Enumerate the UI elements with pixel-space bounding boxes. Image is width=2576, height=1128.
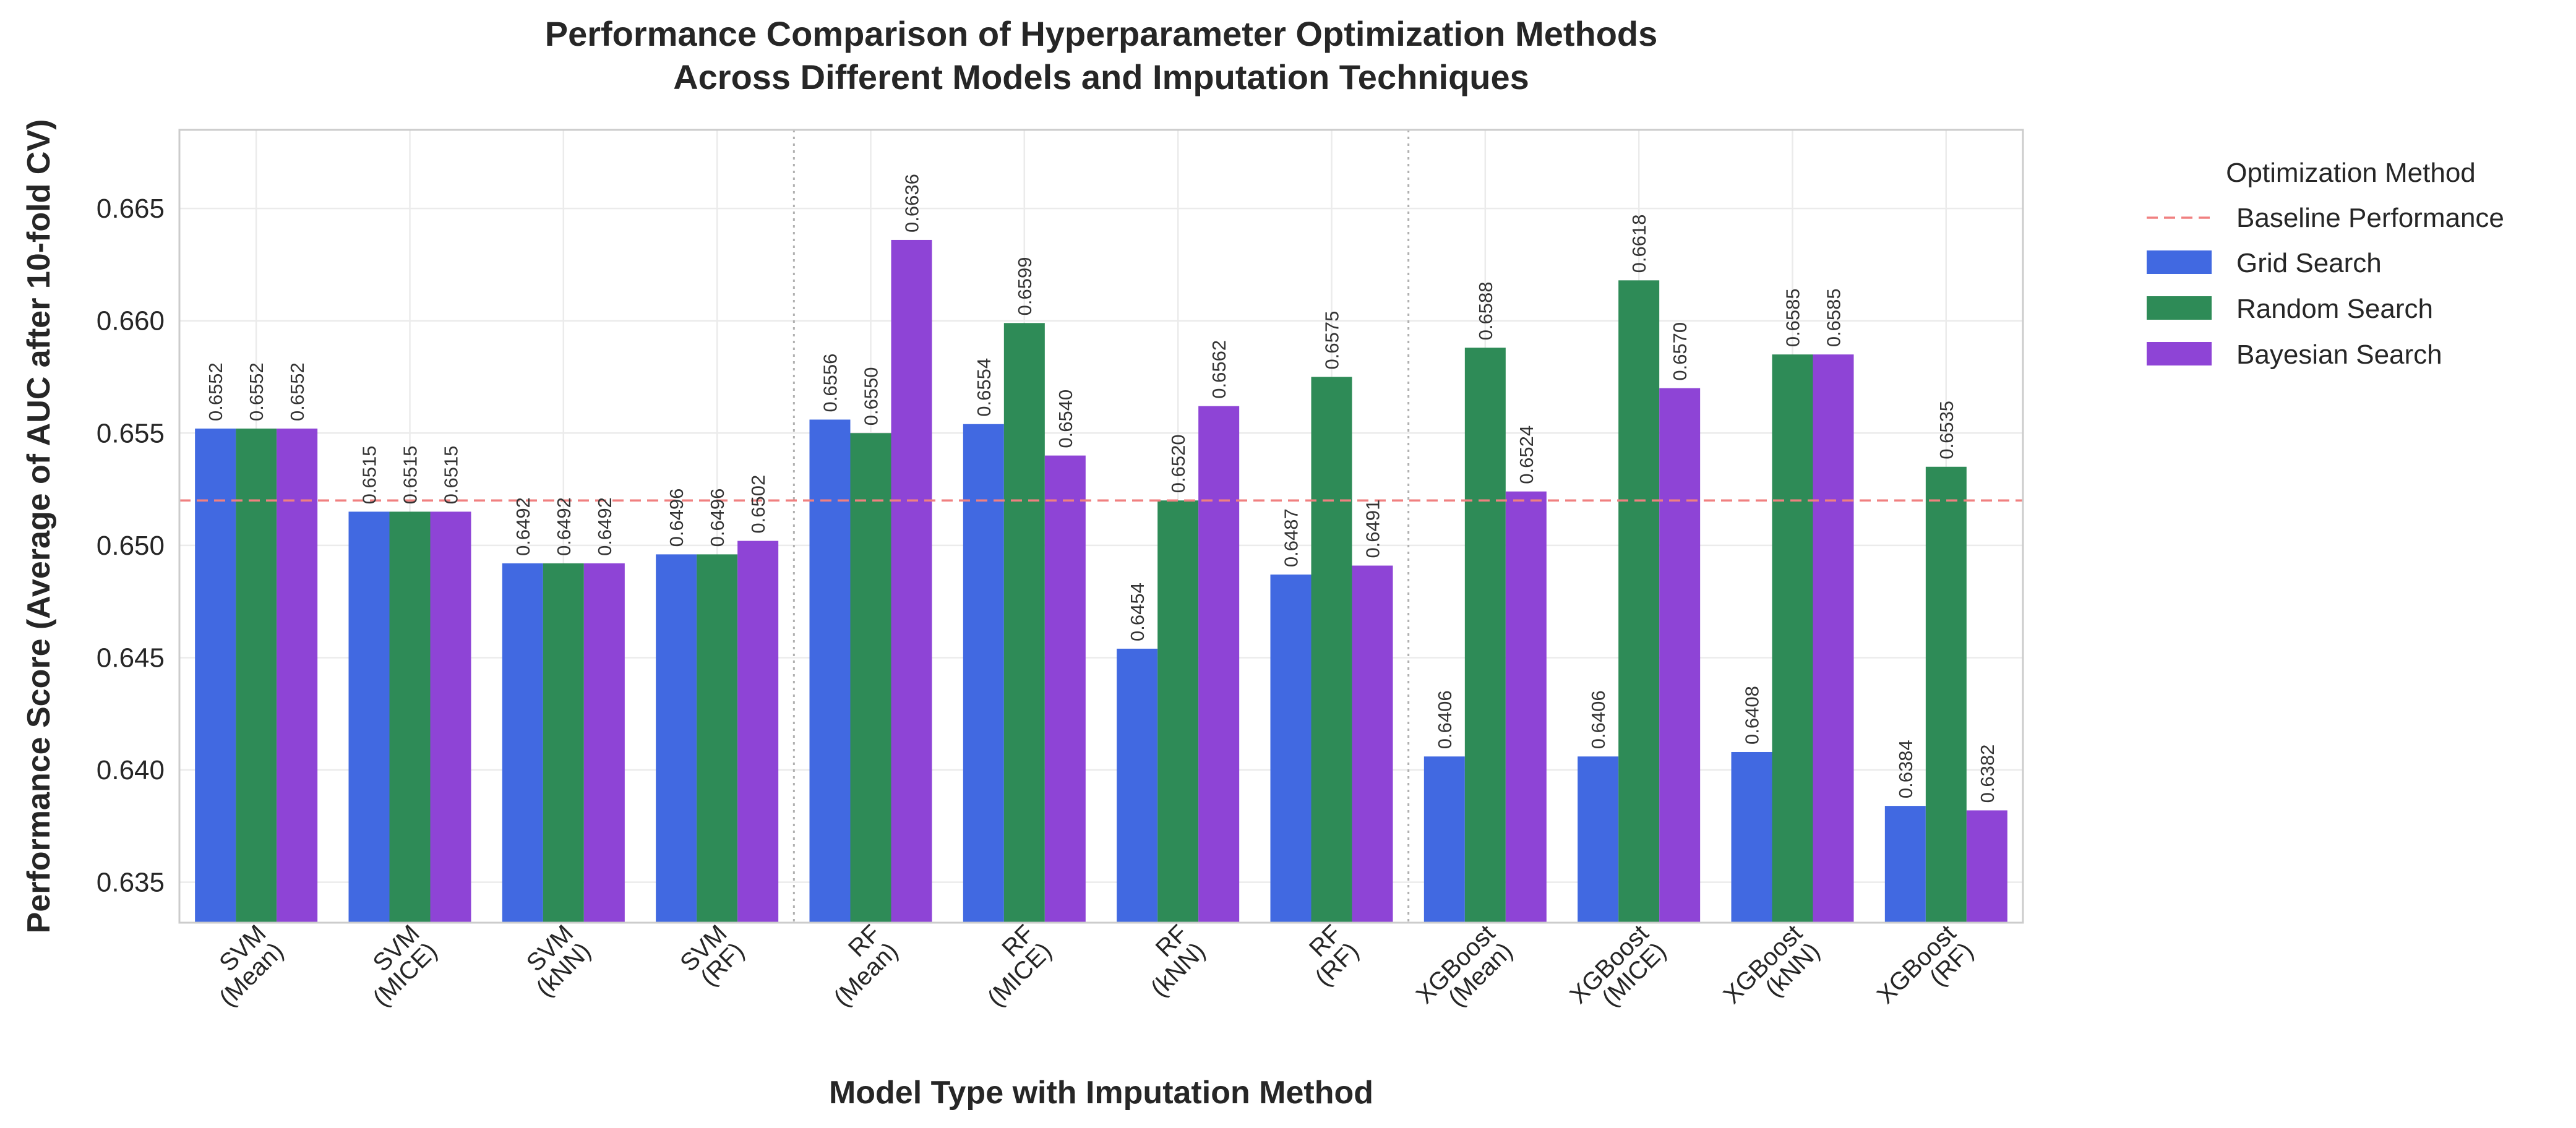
bar-random-search bbox=[1157, 500, 1199, 923]
value-label-random-search: 0.6552 bbox=[246, 362, 267, 421]
bar-bayesian-search bbox=[737, 540, 779, 923]
bar-grid-search bbox=[1270, 575, 1312, 923]
bar-random-search bbox=[236, 429, 277, 923]
group-separators bbox=[792, 130, 1410, 923]
value-label-bayesian-search: 0.6492 bbox=[594, 497, 616, 556]
bar-grid-search bbox=[1578, 756, 1619, 923]
value-label-random-search: 0.6496 bbox=[706, 489, 728, 547]
value-label-random-search: 0.6492 bbox=[553, 497, 575, 556]
value-label-grid-search: 0.6487 bbox=[1281, 508, 1302, 567]
value-label-grid-search: 0.6384 bbox=[1895, 740, 1917, 798]
bar-grid-search bbox=[1423, 756, 1465, 923]
bar-grid-search bbox=[963, 424, 1004, 923]
y-tick-label: 0.655 bbox=[97, 418, 165, 448]
value-label-bayesian-search: 0.6585 bbox=[1823, 288, 1845, 347]
y-tick-label: 0.665 bbox=[97, 194, 165, 224]
bar-bayesian-search bbox=[891, 239, 932, 923]
legend-label-grid-search: Grid Search bbox=[2236, 248, 2382, 278]
value-label-random-search: 0.6535 bbox=[1936, 401, 1957, 459]
bar-grid-search bbox=[1884, 806, 1926, 923]
bar-random-search bbox=[1464, 348, 1506, 923]
legend-label-random-search: Random Search bbox=[2236, 294, 2433, 324]
bar-random-search bbox=[389, 511, 431, 923]
value-label-grid-search: 0.6408 bbox=[1741, 686, 1763, 745]
value-label-random-search: 0.6618 bbox=[1628, 214, 1650, 273]
value-label-grid-search: 0.6556 bbox=[820, 354, 841, 412]
bar-random-search bbox=[697, 554, 738, 923]
value-label-random-search: 0.6585 bbox=[1782, 288, 1804, 347]
value-label-grid-search: 0.6492 bbox=[512, 497, 534, 556]
y-axis-ticks: 0.635 0.640 0.645 0.650 0.655 0.660 0.665 bbox=[97, 194, 165, 898]
value-label-random-search: 0.6520 bbox=[1167, 434, 1189, 493]
value-labels: 0.6552 0.6552 0.6552 0.6515 0.6515 0.6515 0.64… bbox=[205, 174, 1998, 803]
value-label-bayesian-search: 0.6636 bbox=[901, 174, 923, 233]
value-label-grid-search: 0.6406 bbox=[1587, 690, 1609, 749]
value-label-grid-search: 0.6552 bbox=[205, 362, 226, 421]
value-label-random-search: 0.6550 bbox=[861, 367, 882, 425]
value-label-random-search: 0.6515 bbox=[400, 446, 421, 505]
bar-grid-search bbox=[502, 563, 543, 923]
legend: Optimization Method Baseline Performance… bbox=[2147, 158, 2504, 370]
bars bbox=[195, 239, 2007, 923]
bar-random-search bbox=[1003, 323, 1045, 923]
value-label-random-search: 0.6588 bbox=[1475, 281, 1496, 340]
value-label-bayesian-search: 0.6524 bbox=[1516, 425, 1537, 484]
legend-random-search-swatch bbox=[2147, 296, 2212, 320]
bar-grid-search bbox=[348, 511, 390, 923]
value-label-grid-search: 0.6515 bbox=[359, 446, 380, 505]
bar-bayesian-search bbox=[1505, 491, 1547, 923]
bar-grid-search bbox=[656, 554, 697, 923]
bar-random-search bbox=[1311, 377, 1352, 923]
legend-bayesian-search-swatch bbox=[2147, 342, 2212, 365]
bar-bayesian-search bbox=[1044, 455, 1086, 923]
bar-bayesian-search bbox=[1813, 354, 1854, 923]
bar-grid-search bbox=[1731, 751, 1772, 923]
bar-bayesian-search bbox=[277, 429, 318, 923]
bar-bayesian-search bbox=[1659, 388, 1701, 923]
chart-title-line-2: Across Different Models and Imputation T… bbox=[673, 58, 1529, 96]
plot-area-frame bbox=[178, 129, 2024, 924]
legend-title: Optimization Method bbox=[2226, 158, 2476, 188]
y-axis-title: Performance Score (Average of AUC after … bbox=[21, 119, 57, 934]
bar-grid-search bbox=[195, 429, 236, 923]
y-tick-label: 0.635 bbox=[97, 868, 165, 898]
bar-bayesian-search bbox=[430, 511, 471, 923]
value-label-bayesian-search: 0.6382 bbox=[1977, 745, 1998, 803]
value-label-bayesian-search: 0.6515 bbox=[440, 446, 462, 505]
value-label-bayesian-search: 0.6552 bbox=[286, 362, 308, 421]
value-label-grid-search: 0.6454 bbox=[1127, 583, 1148, 641]
legend-label-baseline: Baseline Performance bbox=[2236, 203, 2504, 233]
value-label-random-search: 0.6599 bbox=[1014, 257, 1036, 316]
bar-grid-search bbox=[1117, 648, 1158, 923]
value-label-grid-search: 0.6496 bbox=[666, 489, 687, 547]
value-label-grid-search: 0.6554 bbox=[973, 358, 995, 417]
bar-bayesian-search bbox=[1352, 565, 1393, 923]
legend-grid-search-swatch bbox=[2147, 250, 2212, 274]
bar-random-search bbox=[1618, 280, 1660, 923]
bar-random-search bbox=[1772, 354, 1813, 923]
bar-bayesian-search bbox=[1198, 406, 1240, 923]
value-label-bayesian-search: 0.6502 bbox=[747, 475, 769, 534]
legend-label-bayesian-search: Bayesian Search bbox=[2236, 340, 2442, 370]
bar-bayesian-search bbox=[1966, 810, 2007, 923]
value-label-bayesian-search: 0.6540 bbox=[1055, 390, 1076, 448]
value-label-bayesian-search: 0.6562 bbox=[1208, 340, 1230, 399]
x-axis-title: Model Type with Imputation Method bbox=[829, 1075, 1373, 1111]
bar-grid-search bbox=[809, 419, 851, 923]
y-tick-label: 0.660 bbox=[97, 306, 165, 336]
chart-title-line-1: Performance Comparison of Hyperparameter… bbox=[545, 14, 1658, 53]
bar-random-search bbox=[850, 433, 891, 923]
value-label-random-search: 0.6575 bbox=[1321, 311, 1343, 370]
y-tick-label: 0.645 bbox=[97, 643, 165, 673]
bar-random-search bbox=[543, 563, 584, 923]
bar-bayesian-search bbox=[583, 563, 625, 923]
value-label-grid-search: 0.6406 bbox=[1434, 690, 1456, 749]
y-tick-label: 0.640 bbox=[97, 755, 165, 785]
value-label-bayesian-search: 0.6491 bbox=[1362, 500, 1384, 558]
bar-random-search bbox=[1925, 466, 1967, 923]
value-label-bayesian-search: 0.6570 bbox=[1669, 322, 1691, 381]
y-tick-label: 0.650 bbox=[97, 531, 165, 561]
